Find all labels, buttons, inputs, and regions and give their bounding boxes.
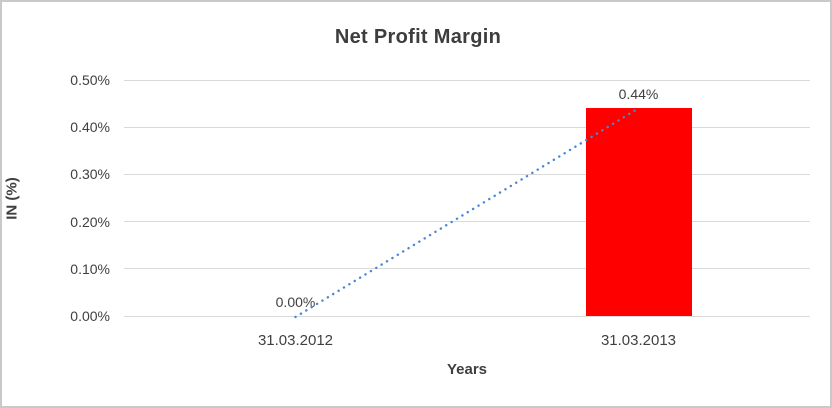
y-axis-tick-labels: 0.00% 0.10% 0.20% 0.30% 0.40% 0.50% (2, 72, 110, 324)
gridline (124, 315, 810, 317)
data-label: 0.00% (275, 294, 316, 310)
trendline-layer (294, 107, 640, 319)
plot-area: 0.00% 0.44% (124, 79, 810, 319)
x-axis-title: Years (446, 361, 488, 378)
y-tick-label: 0.30% (70, 166, 110, 183)
y-tick-label: 0.10% (70, 260, 110, 277)
x-axis-tick-labels: 31.03.2012 31.03.2013 (124, 332, 810, 352)
x-tick-label: 31.03.2013 (600, 332, 677, 349)
trendline (294, 107, 640, 319)
y-tick-label: 0.50% (70, 72, 110, 88)
y-tick-label: 0.40% (70, 119, 110, 136)
chart-title: Net Profit Margin (334, 26, 502, 48)
gridline (124, 221, 810, 223)
gridline (124, 268, 810, 270)
bar-31.03.2013 (585, 108, 692, 316)
data-label: 0.44% (618, 86, 659, 103)
gridline (124, 173, 810, 175)
gridline (124, 126, 810, 128)
y-tick-label: 0.20% (70, 213, 110, 230)
gridline (124, 79, 810, 81)
x-tick-label: 31.03.2012 (257, 332, 334, 349)
y-tick-label: 0.00% (70, 308, 110, 324)
